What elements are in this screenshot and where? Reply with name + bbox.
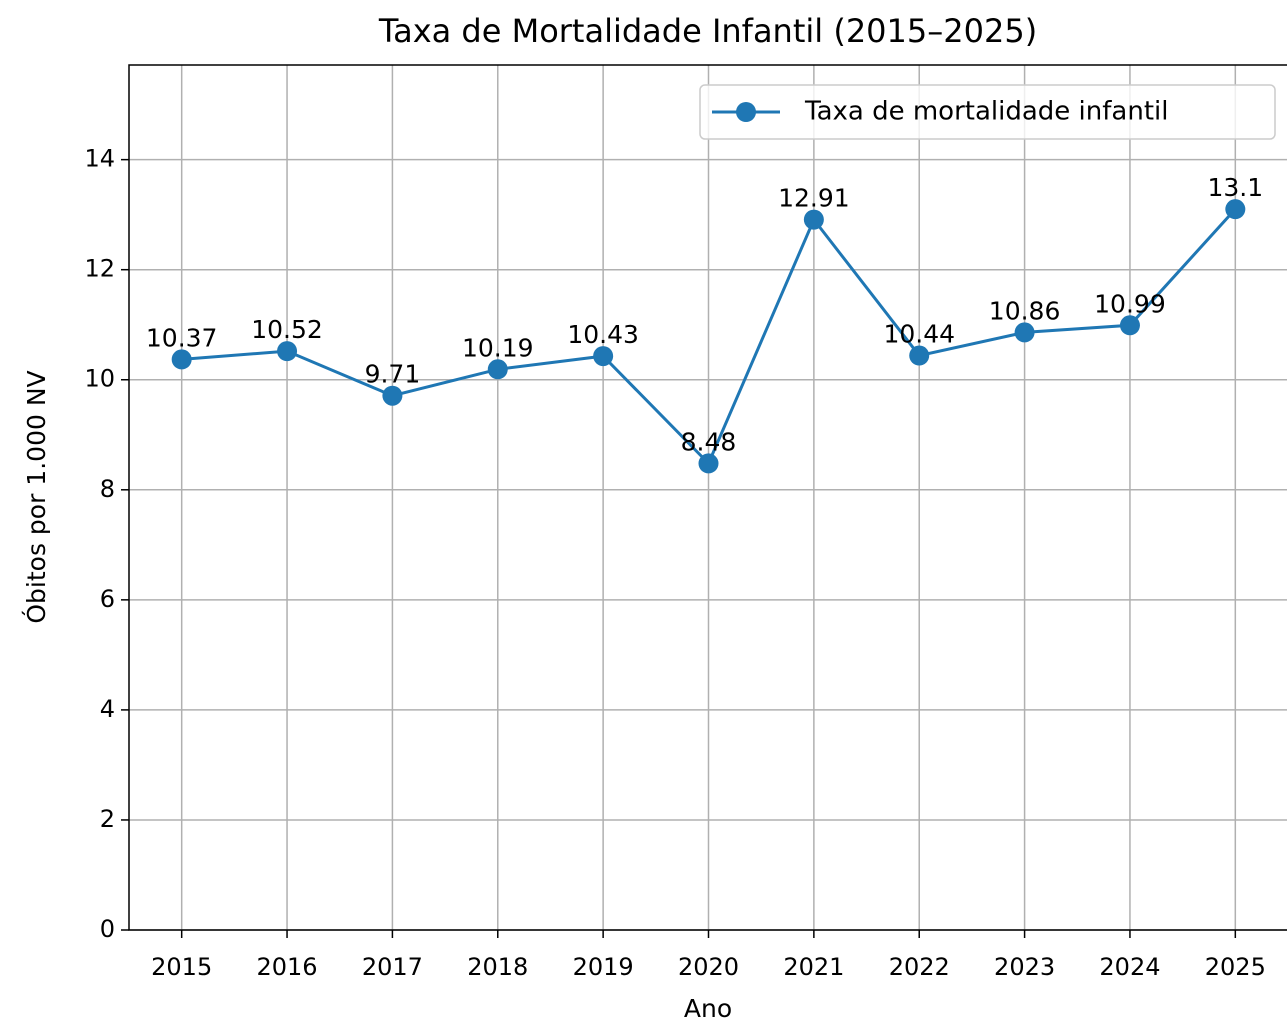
data-label: 10.99 [1094,289,1166,318]
marker [1225,199,1246,220]
data-label: 10.52 [251,315,323,344]
legend-marker [736,102,756,122]
y-tick-label: 4 [100,695,115,723]
x-tick-label: 2025 [1205,953,1266,981]
marker [1119,315,1140,336]
legend-label: Taxa de mortalidade infantil [804,97,1168,127]
data-label: 8.48 [681,427,737,456]
marker [803,209,824,230]
x-tick-label: 2017 [362,953,423,981]
y-tick-label: 0 [100,915,115,943]
y-axis-label: Óbitos por 1.000 NV [21,370,51,623]
marker [909,345,930,366]
data-label: 10.43 [567,320,639,349]
x-tick-label: 2021 [783,953,844,981]
y-tick-label: 10 [84,365,115,393]
x-tick-label: 2020 [678,953,739,981]
data-label: 10.86 [989,296,1061,325]
x-tick-label: 2019 [573,953,634,981]
x-tick-label: 2015 [151,953,212,981]
data-label: 9.71 [365,360,421,389]
x-tick-label: 2024 [1099,953,1160,981]
plot-frame [128,64,1287,931]
x-tick-label: 2016 [257,953,318,981]
marker [382,385,403,406]
marker [593,346,614,367]
marker [171,349,192,370]
data-label: 12.91 [778,184,850,213]
x-tick-label: 2023 [994,953,1055,981]
y-tick-label: 8 [100,475,115,503]
chart-title: Taxa de Mortalidade Infantil (2015–2025) [378,12,1037,50]
x-axis-label: Ano [684,994,732,1023]
marker [698,453,719,474]
x-tick-label: 2022 [889,953,950,981]
data-label: 10.19 [462,333,534,362]
x-tick-label: 2018 [467,953,528,981]
marker [277,341,298,362]
legend-box [699,84,1276,140]
marker [487,359,508,380]
marker [1014,322,1035,343]
data-label: 13.1 [1207,173,1263,202]
data-label: 10.44 [883,320,955,349]
y-tick-label: 6 [100,585,115,613]
y-tick-label: 14 [84,145,115,173]
y-tick-label: 12 [84,255,115,283]
data-label: 10.37 [146,323,218,352]
y-tick-label: 2 [100,805,115,833]
